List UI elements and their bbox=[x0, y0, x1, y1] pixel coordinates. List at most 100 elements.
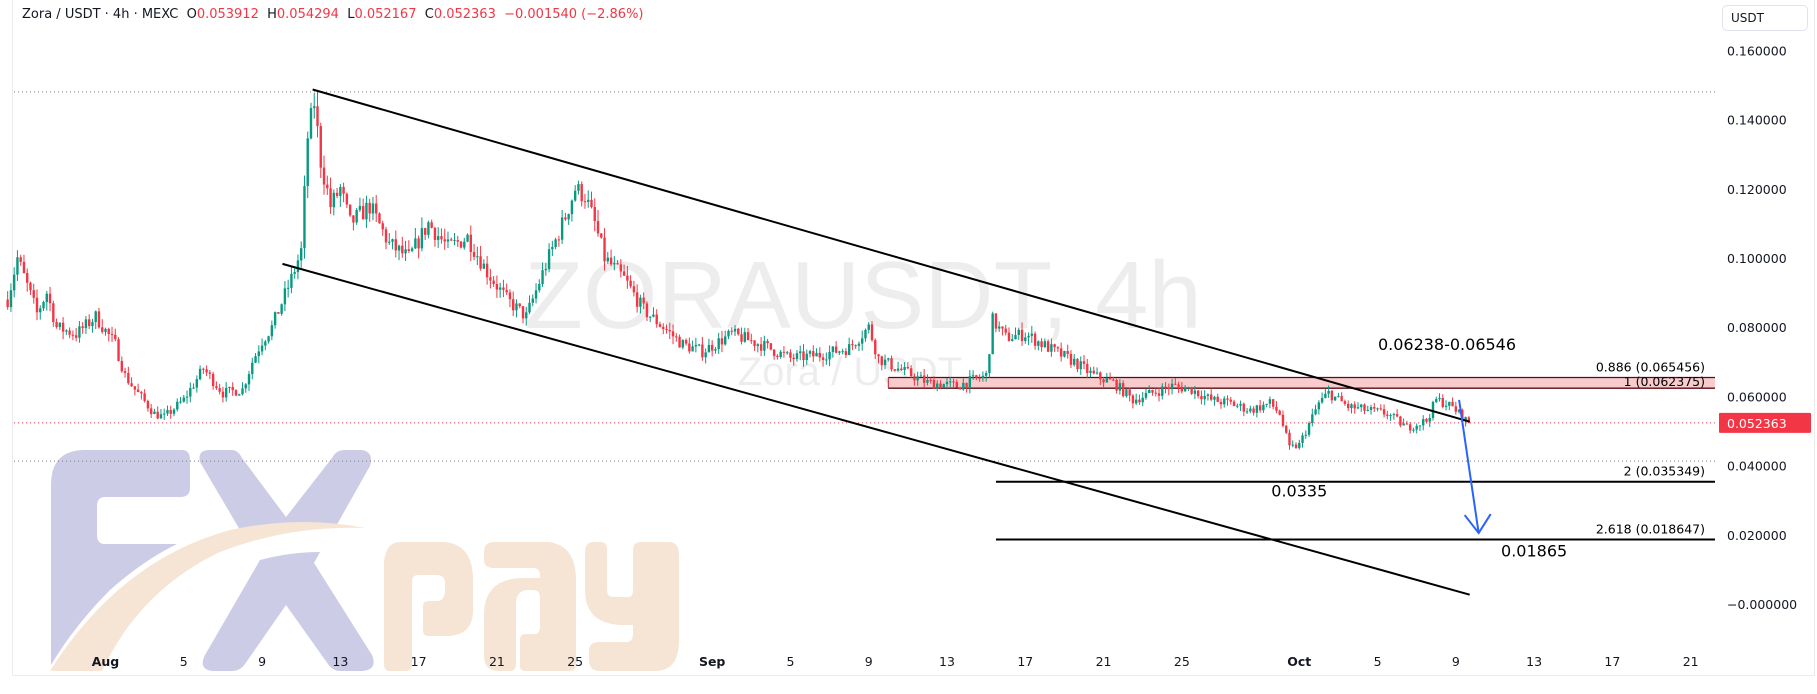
candle-body bbox=[450, 239, 453, 241]
candle-body bbox=[453, 240, 456, 242]
candle-body bbox=[746, 332, 750, 341]
candle-body bbox=[701, 344, 704, 358]
candle-body bbox=[1408, 424, 1412, 431]
candle-body bbox=[1167, 387, 1171, 390]
candle-body bbox=[277, 312, 280, 314]
candle-body bbox=[662, 326, 665, 330]
candle-body bbox=[903, 366, 906, 371]
time-tick-label: Oct bbox=[1287, 654, 1311, 669]
candle-body bbox=[1151, 390, 1154, 393]
candle-body bbox=[221, 391, 225, 398]
candle-body bbox=[1118, 383, 1122, 391]
candle-body bbox=[345, 193, 349, 205]
candle-body bbox=[652, 314, 655, 317]
candle-body bbox=[1050, 344, 1053, 352]
candle-body bbox=[384, 229, 388, 243]
low-value: 0.052167 bbox=[354, 7, 417, 22]
candle-body bbox=[877, 354, 880, 357]
candle-body bbox=[332, 192, 336, 208]
candle-body bbox=[802, 351, 805, 361]
forecast-arrow bbox=[1458, 399, 1480, 534]
candle-body bbox=[570, 200, 574, 215]
candle-body bbox=[975, 375, 978, 378]
candle-body bbox=[133, 386, 137, 390]
candle-body bbox=[1053, 344, 1056, 348]
candle-body bbox=[668, 330, 671, 332]
candle-body bbox=[1327, 390, 1330, 394]
candle-body bbox=[534, 290, 538, 299]
arrow-head-icon bbox=[1463, 513, 1492, 535]
candle-body bbox=[352, 215, 355, 223]
change-value: −0.001540 (−2.86%) bbox=[504, 7, 644, 22]
candle-body bbox=[371, 203, 375, 214]
candle-body bbox=[1343, 401, 1347, 404]
open-label: O bbox=[186, 7, 197, 22]
drawings[interactable]: 0.886 (0.065456)1 (0.062375) 2 (0.035349)… bbox=[282, 88, 1715, 596]
candle-body bbox=[459, 241, 463, 248]
candle-body bbox=[1249, 408, 1252, 412]
candle-body bbox=[1448, 401, 1451, 406]
candle-body bbox=[733, 328, 737, 332]
candle-body bbox=[358, 206, 362, 210]
candle-body bbox=[629, 280, 632, 287]
candle-body bbox=[61, 322, 65, 332]
candle-body bbox=[202, 368, 205, 370]
candle-body bbox=[626, 275, 629, 281]
symbol-legend: Zora / USDT · 4h · MEXC O0.053912 H0.054… bbox=[22, 7, 644, 22]
candle-body bbox=[1144, 393, 1148, 398]
candle-body bbox=[1333, 396, 1337, 401]
candle-body bbox=[779, 351, 782, 357]
candle-body bbox=[9, 290, 13, 308]
candle-body bbox=[485, 263, 489, 278]
candle-body bbox=[466, 234, 469, 242]
candle-body bbox=[1379, 408, 1383, 410]
candle-body bbox=[1180, 386, 1184, 392]
candle-body bbox=[929, 379, 932, 381]
price-axis[interactable]: 0.160000 0.140000 0.120000 0.100000 0.080000… bbox=[1719, 43, 1811, 612]
candle-body bbox=[984, 373, 988, 376]
candle-body bbox=[348, 204, 352, 216]
currency-button[interactable]: USDT bbox=[1722, 5, 1808, 31]
logo-letter-a bbox=[484, 542, 576, 671]
candle-body bbox=[303, 186, 306, 249]
candle-body bbox=[290, 273, 293, 288]
candle-body bbox=[547, 249, 551, 270]
candle-body bbox=[1395, 414, 1399, 417]
candle-body bbox=[805, 353, 808, 361]
candle-body bbox=[342, 186, 345, 194]
candle-body bbox=[622, 271, 626, 276]
candle-body bbox=[1340, 396, 1343, 402]
candle-body bbox=[1200, 396, 1203, 400]
candle-body bbox=[1161, 386, 1164, 396]
candle-body bbox=[874, 340, 877, 355]
candle-body bbox=[1095, 372, 1099, 374]
candle-body bbox=[1154, 392, 1157, 394]
price-tick-label: 0.160000 bbox=[1727, 43, 1787, 58]
resistance-zone[interactable] bbox=[887, 376, 1715, 389]
candle-body bbox=[632, 286, 636, 293]
candle-body bbox=[997, 326, 1001, 329]
candle-body bbox=[828, 351, 831, 360]
candle-body bbox=[143, 393, 146, 401]
candle-body bbox=[1291, 444, 1294, 446]
candle-body bbox=[166, 409, 169, 414]
candle-body bbox=[1112, 379, 1115, 381]
candle-body bbox=[1399, 416, 1402, 426]
candle-body bbox=[163, 413, 166, 415]
time-axis[interactable]: Aug 5 9 13 17 21 25 Sep 5 9 13 17 21 25 Oct 5 9 13 17 21 bbox=[92, 654, 1699, 669]
candle-body bbox=[655, 314, 658, 325]
candle-body bbox=[564, 217, 567, 220]
target-label: 0.01865 bbox=[1501, 541, 1567, 560]
candle-body bbox=[492, 280, 495, 285]
candle-body bbox=[1444, 405, 1448, 407]
candle-body bbox=[1108, 377, 1112, 380]
candle-body bbox=[603, 237, 606, 262]
candle-body bbox=[1350, 404, 1353, 409]
candle-body bbox=[1027, 335, 1030, 338]
candle-body bbox=[1392, 414, 1396, 416]
candle-body bbox=[1236, 405, 1239, 407]
candle-body bbox=[838, 351, 841, 353]
candle-body bbox=[117, 339, 120, 361]
candle-body bbox=[1099, 372, 1102, 380]
